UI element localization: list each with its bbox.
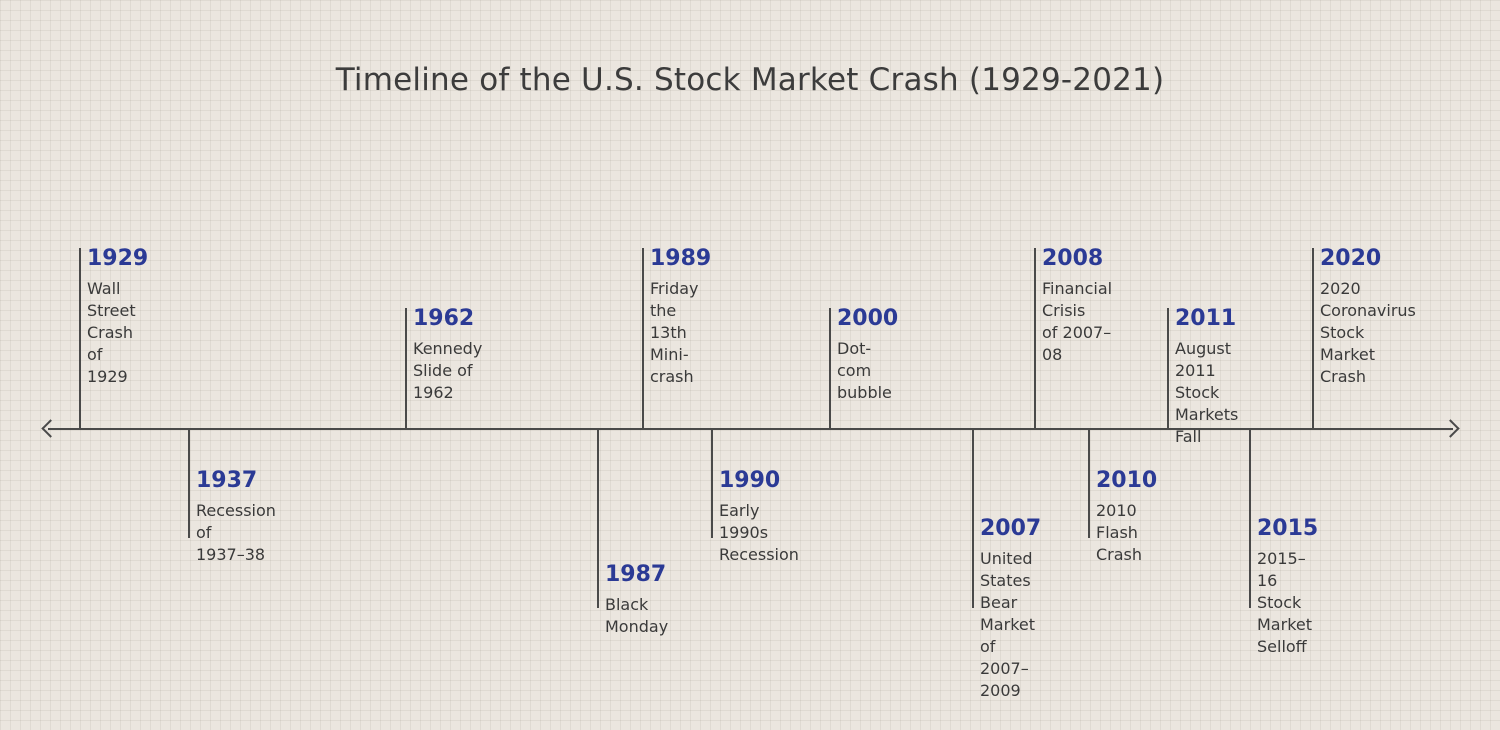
- event-label: United States Bear Market of 2007–2009: [980, 549, 1035, 700]
- event-year: 2015: [1257, 516, 1319, 541]
- axis-arrow-right-icon: [1441, 419, 1460, 438]
- timeline-axis: [48, 428, 1453, 430]
- event-year: 1929: [87, 246, 149, 271]
- event-stem: [711, 429, 713, 538]
- axis-arrow-left-icon: [41, 419, 60, 438]
- event-year: 1962: [413, 306, 475, 331]
- diagram-title: Timeline of the U.S. Stock Market Crash …: [335, 62, 1165, 98]
- event-label: 2010 Flash Crash: [1096, 501, 1143, 564]
- event-stem: [188, 429, 190, 538]
- event-year: 2020: [1320, 246, 1382, 271]
- event-stem: [79, 248, 81, 429]
- event-label: Wall Street Crash of 1929: [87, 279, 136, 386]
- event-year: 2010: [1096, 468, 1158, 493]
- event-year: 2000: [837, 306, 899, 331]
- event-stem: [597, 429, 599, 608]
- event-year: 1987: [605, 562, 667, 587]
- event-year: 1990: [719, 468, 781, 493]
- event-label: 2015–16 Stock Market Selloff: [1257, 549, 1312, 656]
- event-label: Black Monday: [605, 595, 669, 636]
- event-year: 2011: [1175, 306, 1237, 331]
- event-year: 1989: [650, 246, 712, 271]
- event-stem: [1249, 429, 1251, 608]
- event-label: Dot-com bubble: [837, 339, 892, 402]
- event-label: Recession of 1937–38: [196, 501, 276, 564]
- event-year: 1937: [196, 468, 258, 493]
- event-stem: [1167, 308, 1169, 429]
- event-stem: [1088, 429, 1090, 538]
- event-year: 2007: [980, 516, 1042, 541]
- event-stem: [829, 308, 831, 429]
- event-label: Financial Crisis of 2007–08: [1042, 279, 1113, 364]
- event-label: 2020 Coronavirus Stock Market Crash: [1320, 279, 1416, 386]
- event-year: 2008: [1042, 246, 1104, 271]
- event-stem: [405, 308, 407, 429]
- event-label: Early 1990s Recession: [719, 501, 799, 564]
- event-stem: [1312, 248, 1314, 429]
- event-stem: [972, 429, 974, 608]
- event-label: Friday the 13th Mini-crash: [650, 279, 699, 386]
- event-stem: [642, 248, 644, 429]
- event-stem: [1034, 248, 1036, 429]
- event-label: Kennedy Slide of 1962: [413, 339, 483, 402]
- event-label: August 2011 Stock Markets Fall: [1175, 339, 1239, 446]
